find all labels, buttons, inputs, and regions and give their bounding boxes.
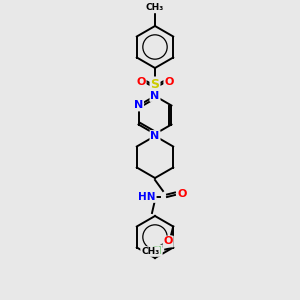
Text: HN: HN bbox=[138, 192, 156, 202]
Text: N: N bbox=[150, 91, 160, 101]
Text: N: N bbox=[150, 131, 160, 141]
Text: O: O bbox=[136, 77, 146, 87]
Text: S: S bbox=[151, 77, 160, 91]
Text: O: O bbox=[164, 77, 174, 87]
Text: N: N bbox=[134, 100, 143, 110]
Text: O: O bbox=[177, 189, 187, 199]
Text: CH₃: CH₃ bbox=[141, 247, 159, 256]
Text: O: O bbox=[164, 236, 173, 247]
Text: Cl: Cl bbox=[151, 245, 162, 256]
Text: CH₃: CH₃ bbox=[146, 4, 164, 13]
